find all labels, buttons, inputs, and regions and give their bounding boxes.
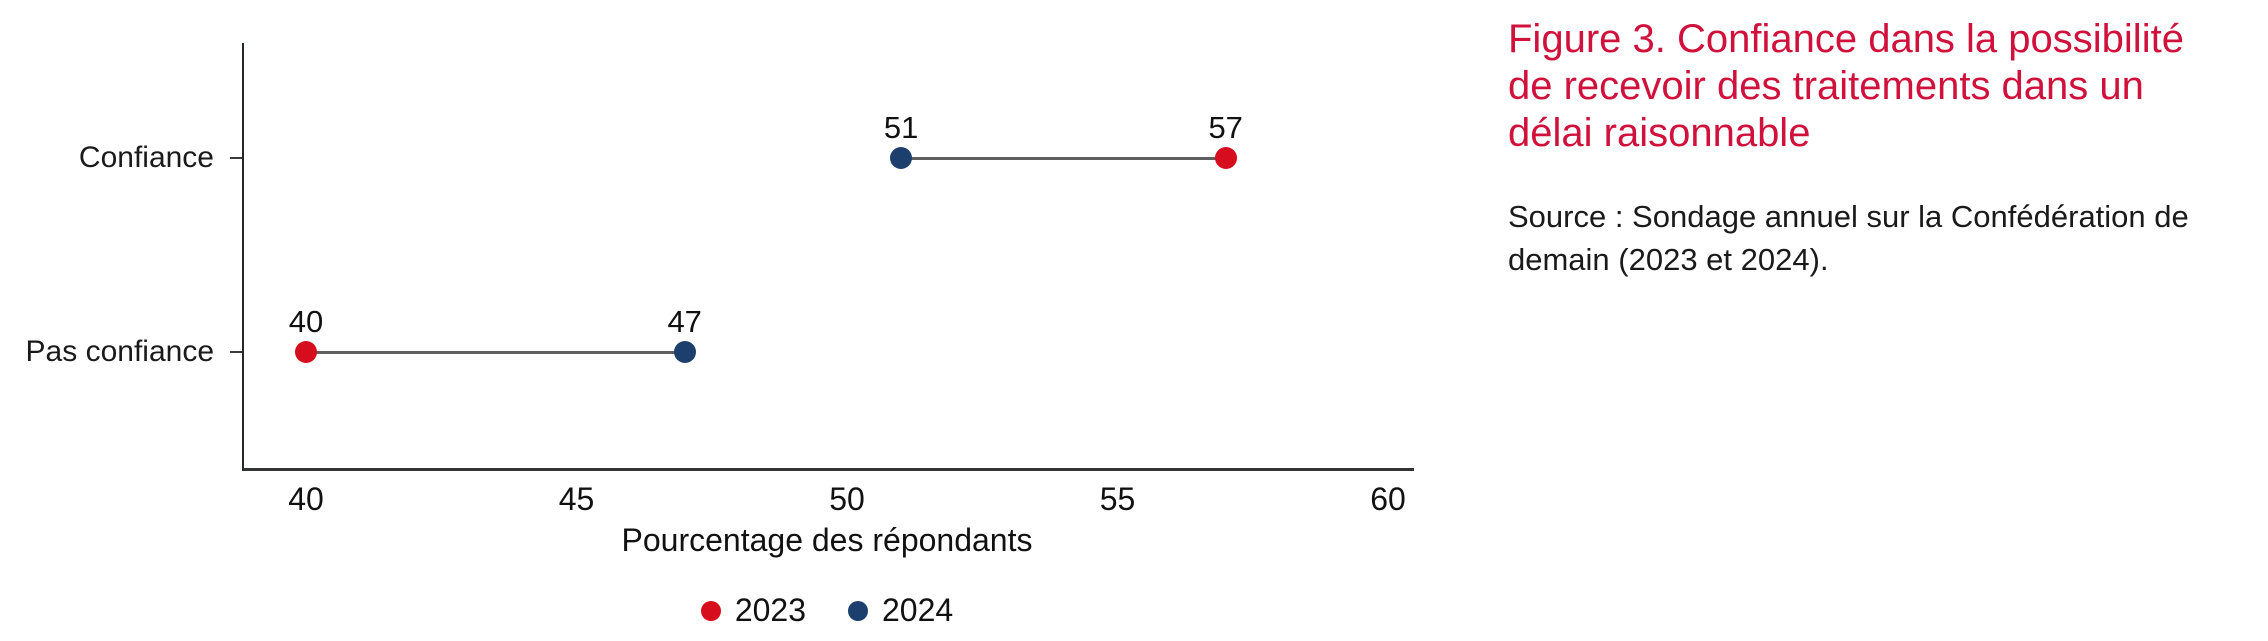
legend-label: 2024 <box>882 592 954 628</box>
plot-area: 40 45 50 55 60 57 51 40 47 <box>242 43 1414 516</box>
source-note: Source : Sondage annuel sur la Confédéra… <box>1508 199 2189 277</box>
x-axis-title: Pourcentage des répondants <box>621 522 1033 558</box>
figure-title: Figure 3. Confiance dans la possibilité … <box>1508 17 2184 155</box>
x-tick-label: 50 <box>829 481 865 517</box>
value-label: 57 <box>1208 110 1243 145</box>
side-panel: Figure 3. Confiance dans la possibilité … <box>1508 16 2214 281</box>
value-label: 51 <box>883 110 919 145</box>
legend: 2023 2024 <box>242 592 1412 629</box>
legend-item-2023: 2023 <box>700 592 806 629</box>
y-axis-tick <box>230 157 242 159</box>
value-label: 47 <box>667 304 702 339</box>
legend-item-2024: 2024 <box>848 592 953 629</box>
value-label: 40 <box>288 304 324 339</box>
y-axis-tick <box>230 351 242 353</box>
legend-marker-icon <box>848 600 868 621</box>
legend-marker-icon <box>700 600 721 621</box>
x-tick-label: 40 <box>288 481 324 517</box>
category-label: Pas confiance <box>25 335 214 368</box>
data-point-2024 <box>890 147 913 169</box>
data-point-2023 <box>1214 147 1237 169</box>
connector-line <box>901 157 1226 160</box>
category-label: Confiance <box>78 141 214 174</box>
connector-line <box>306 351 685 354</box>
x-tick-label: 55 <box>1099 481 1136 517</box>
data-point-2023 <box>295 341 317 363</box>
x-tick-label: 45 <box>558 481 595 517</box>
dumbbell-chart: 40 45 50 55 60 57 51 40 47 Confiance Pas confianc… <box>25 43 1414 629</box>
legend-label: 2023 <box>734 592 806 628</box>
x-tick-label: 60 <box>1370 481 1406 517</box>
data-point-2024 <box>673 341 696 363</box>
